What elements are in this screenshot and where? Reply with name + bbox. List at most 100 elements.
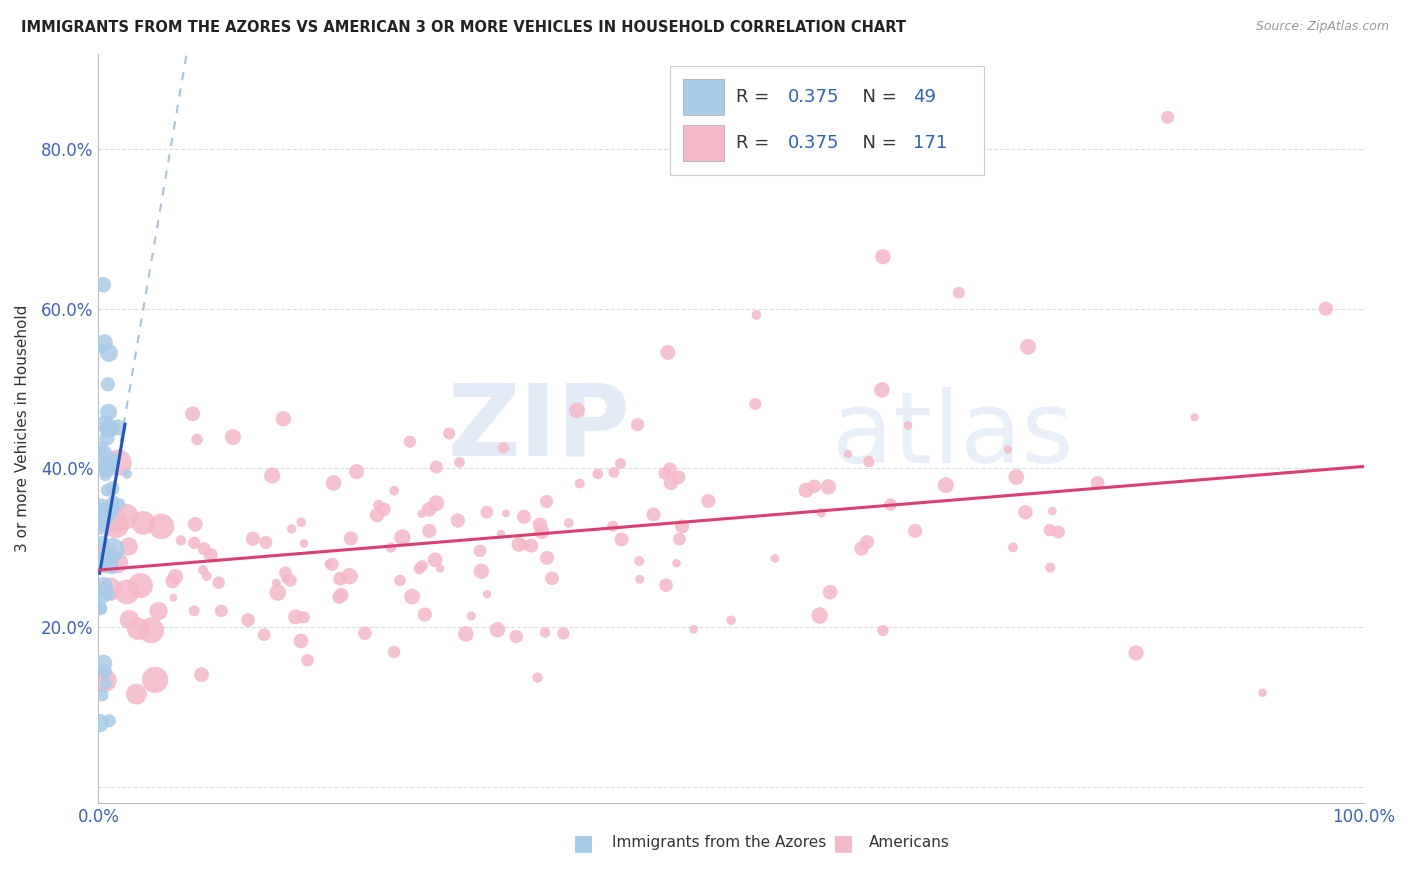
Point [399,434,422,449]
Point [91,534,114,549]
Point [423,553,446,567]
Point [94,673,117,688]
Point [91,277,114,292]
Point [505,630,527,644]
Point [659,462,682,476]
Point [208,575,231,590]
Point [382,645,405,659]
Point [411,507,433,521]
Point [808,608,831,623]
Point [127,622,149,636]
Point [98,714,121,728]
Point [292,610,315,624]
Point [454,627,477,641]
Point [89,716,111,731]
Point [655,578,678,592]
Point [530,524,553,539]
Point [278,574,301,588]
Point [91,688,114,702]
Point [671,519,693,533]
Point [745,308,768,322]
Point [935,478,957,492]
FancyBboxPatch shape [671,66,984,175]
Point [520,539,543,553]
Point [91,501,114,516]
Point [318,557,340,571]
Point [872,250,894,264]
Point [297,653,319,667]
Text: Immigrants from the Azores: Immigrants from the Azores [612,836,825,850]
Point [529,517,551,532]
Point [101,560,124,574]
Point [354,626,377,640]
Point [186,433,208,447]
Point [322,475,344,490]
Point [682,622,704,636]
Point [872,624,894,638]
Point [328,591,350,605]
Point [586,467,609,481]
Point [904,524,927,538]
Point [150,519,173,533]
Point [148,604,170,618]
Point [90,440,112,454]
Point [1184,410,1206,425]
Point [413,607,436,622]
Point [94,468,117,483]
Point [534,625,557,640]
Point [460,609,482,624]
Text: N =: N = [851,135,903,153]
Point [744,397,766,411]
Point [274,566,297,580]
Text: 171: 171 [914,135,948,153]
Point [1039,560,1062,574]
Point [565,403,588,417]
Point [330,588,353,602]
Point [264,576,287,591]
Point [997,442,1019,457]
Point [129,579,152,593]
Point [114,509,136,524]
Point [508,537,530,551]
Point [558,516,581,530]
Point [200,548,222,562]
Point [97,377,120,392]
Text: 0.375: 0.375 [789,88,839,106]
Point [366,508,388,522]
Point [858,455,880,469]
Point [720,613,742,627]
Point [94,558,117,572]
Point [373,502,395,516]
Point [96,459,118,474]
Point [96,461,118,475]
Point [512,538,534,552]
Point [97,422,120,436]
Point [108,497,131,511]
Point [290,515,312,529]
Point [280,522,302,536]
Point [536,494,558,508]
Point [475,587,498,601]
Point [91,510,114,524]
Point [626,417,648,432]
Point [447,514,470,528]
Point [609,457,631,471]
Text: 0.375: 0.375 [789,135,839,153]
Point [97,506,120,520]
Point [486,623,509,637]
Point [794,483,817,497]
Point [418,502,440,516]
Point [425,460,447,475]
Point [125,687,148,701]
Point [654,467,676,481]
Point [536,550,558,565]
Point [94,583,117,598]
Text: Source: ZipAtlas.com: Source: ZipAtlas.com [1256,20,1389,33]
Point [856,534,879,549]
Point [91,589,114,603]
Point [568,476,591,491]
Point [437,426,460,441]
Point [818,585,841,599]
Text: N =: N = [851,88,903,106]
Point [209,604,232,618]
